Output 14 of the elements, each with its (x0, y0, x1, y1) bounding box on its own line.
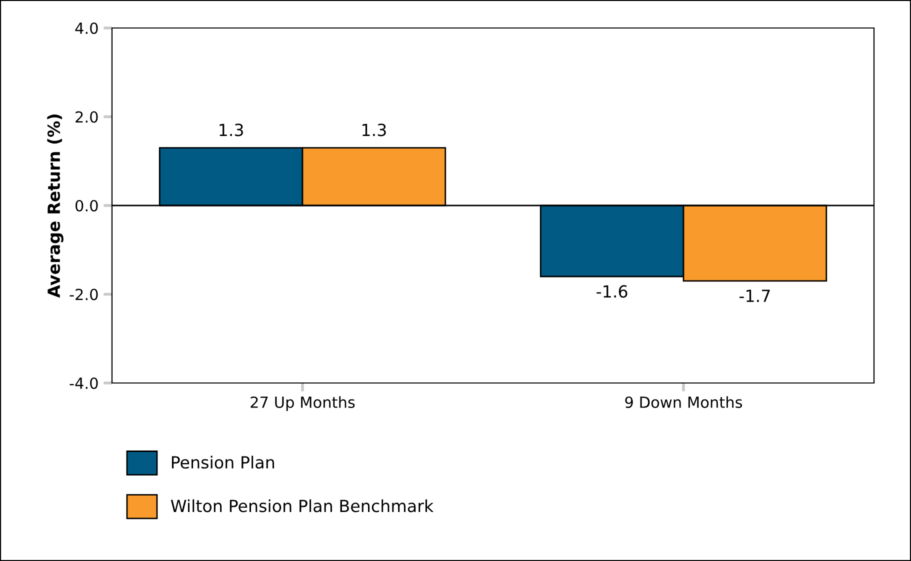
y-tick-label: -4.0 (70, 377, 98, 390)
data-label: -1.7 (739, 290, 770, 302)
y-axis-title: Average Return (%) (47, 114, 64, 298)
legend-label: Pension Plan (172, 456, 274, 469)
y-tick-label: -2.0 (70, 288, 98, 300)
data-label: 1.3 (362, 124, 386, 136)
y-tick-label: 0.0 (76, 200, 98, 212)
x-tick-label: 27 Up Months (250, 396, 355, 411)
data-label: -1.6 (596, 285, 628, 298)
y-tick-label: 2.0 (76, 111, 98, 123)
legend-label: Wilton Pension Plan Benchmark (170, 499, 434, 512)
data-label: 1.3 (220, 124, 243, 136)
y-tick-label: 4.0 (75, 22, 98, 34)
x-tick-label: 9 Down Months (625, 396, 742, 408)
